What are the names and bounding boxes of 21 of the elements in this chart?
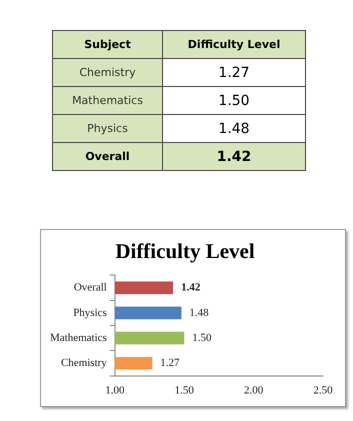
data-label: 1.27 [160,357,180,370]
text: 1.42 [216,148,252,164]
text: 1.50 [218,92,250,108]
y-tick-label: Physics [73,306,107,319]
x-tick-label: 1.00 [105,384,125,396]
text: 1.27 [218,64,250,80]
y-tick-label: Overall [74,282,107,294]
x-tick-label: 2.00 [244,384,264,396]
category-label: Overall [85,150,130,163]
y-tick-label: Mathematics [50,332,107,344]
x-tick-label: 2.50 [313,384,334,396]
x-tick-label: 1.50 [174,384,194,396]
chart-title: Difficulty Level [115,239,255,264]
data-label: 1.42 [181,282,201,294]
category-label: Physics [87,122,128,135]
text: Subject [52,30,163,58]
text: 1.48 [218,120,250,136]
text: Difficulty Level [162,30,306,58]
data-label: 1.50 [192,332,212,344]
data-label: 1.48 [189,306,210,319]
y-tick-label: Chemistry [60,357,108,370]
